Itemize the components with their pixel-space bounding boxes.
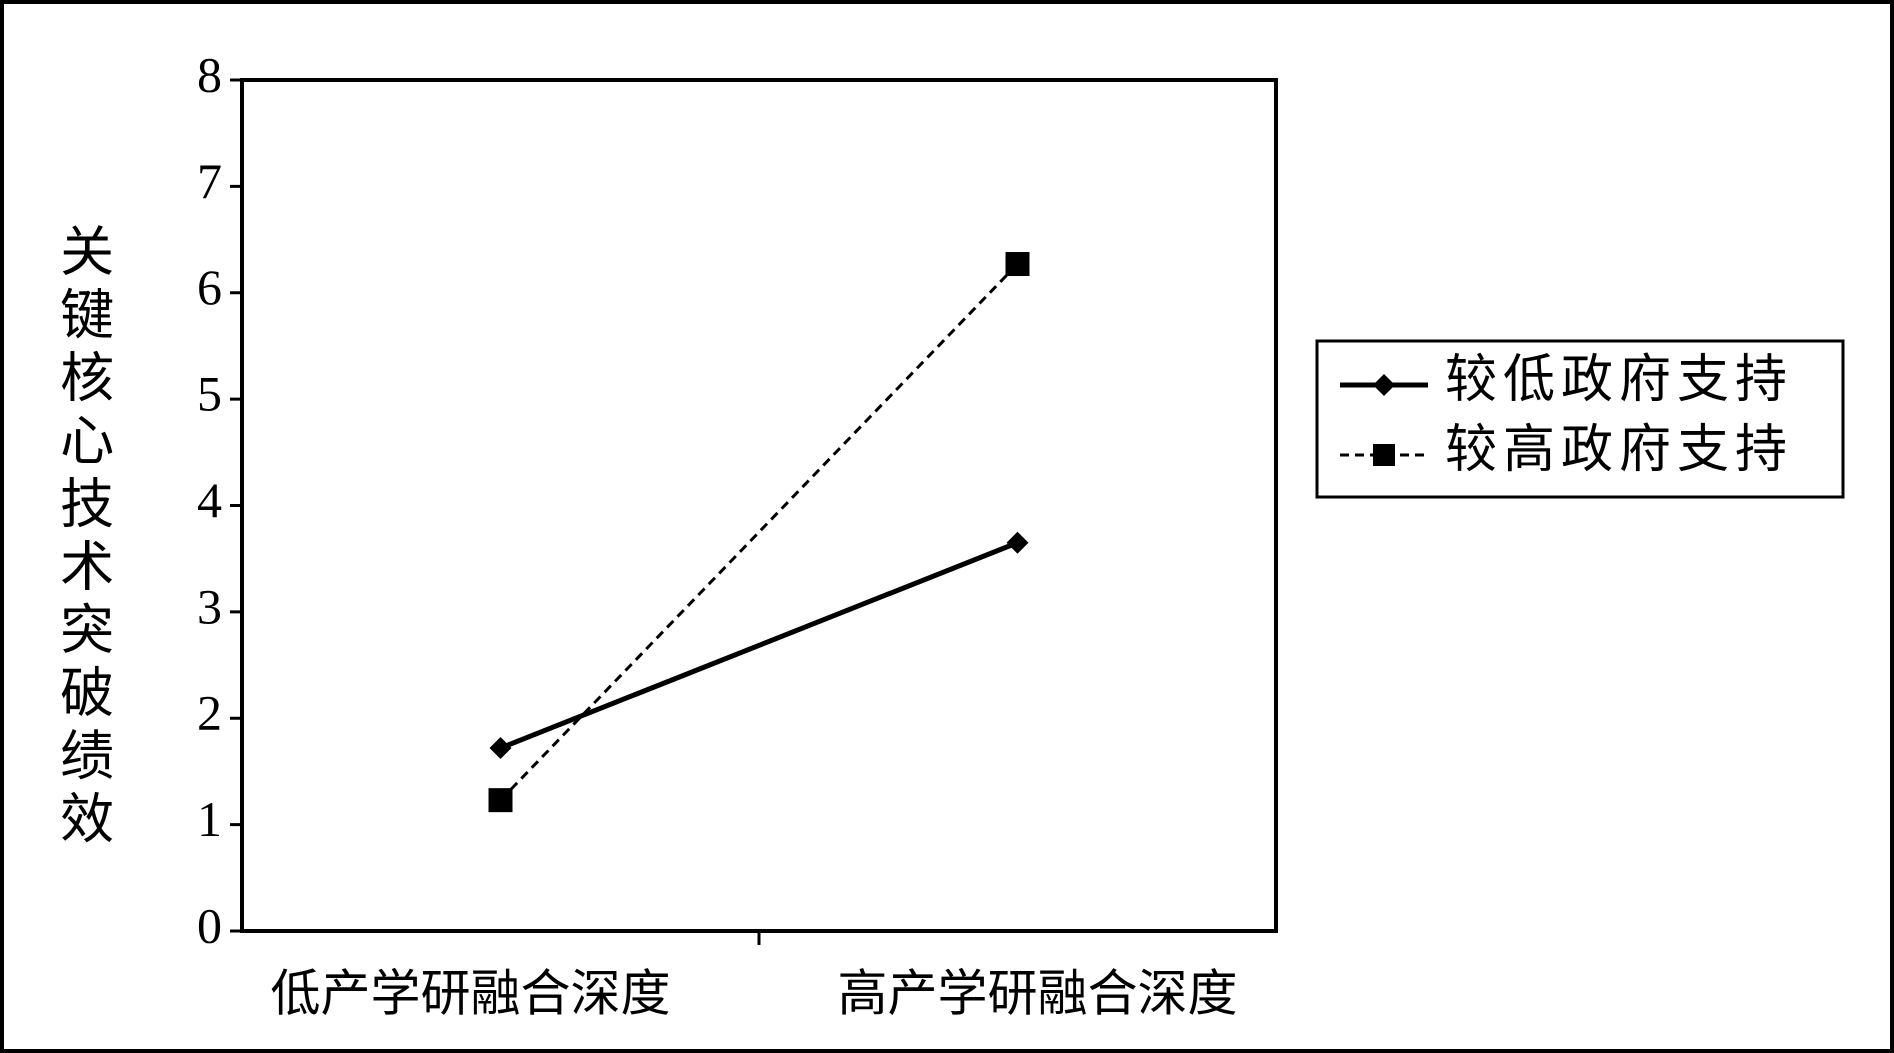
legend-box [1315, 339, 1845, 499]
series-line [499, 540, 1019, 751]
marker-square [1005, 252, 1030, 277]
y-tick-label: 2 [197, 685, 222, 741]
x-tick-label: 高产学研融合深度 [838, 965, 1238, 1021]
y-tick-label: 0 [197, 897, 222, 953]
legend-label: 较低政府支持 [1445, 352, 1793, 409]
legend-label: 较高政府支持 [1445, 422, 1793, 479]
y-tick-label: 5 [197, 366, 222, 422]
marker-square [488, 788, 513, 813]
y-axis-label: 关键核心技术突破绩效 [52, 223, 113, 853]
marker-square [1373, 444, 1395, 466]
y-tick-label: 6 [197, 259, 222, 315]
series-line [499, 262, 1019, 802]
y-tick-label: 3 [197, 578, 222, 634]
y-tick-label: 4 [197, 472, 222, 528]
marker-diamond [1373, 374, 1395, 396]
marker-diamond [1006, 531, 1029, 554]
y-tick-label: 8 [197, 46, 222, 102]
x-tick-label: 低产学研融合深度 [271, 965, 671, 1021]
marker-diamond [489, 737, 512, 760]
y-tick-label: 7 [197, 153, 222, 209]
y-tick-label: 1 [197, 791, 222, 847]
